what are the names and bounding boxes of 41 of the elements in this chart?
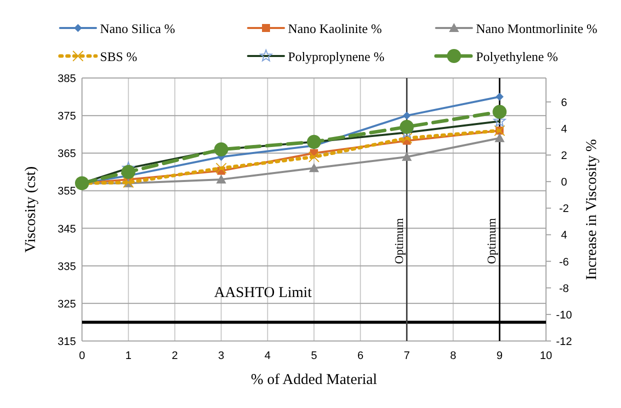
x-tick-label: 8	[450, 350, 456, 362]
x-tick-label: 6	[357, 350, 364, 362]
legend-label: SBS %	[100, 49, 138, 64]
x-tick-label: 5	[310, 350, 318, 362]
x-tick-label: 9	[496, 350, 503, 362]
y2-tick-label: -6	[559, 256, 569, 268]
y-tick-label: 335	[58, 260, 76, 273]
y-tick-label: 325	[58, 298, 76, 310]
legend-label: Polyproplynene %	[288, 49, 385, 64]
ref-line-label: AASHTO Limit	[214, 285, 313, 302]
y2-tick-label: 2	[560, 150, 568, 162]
ref-line-label: Optimum	[392, 217, 406, 264]
x-tick-label: 3	[218, 350, 224, 362]
legend-label: Polyethylene %	[476, 49, 558, 64]
y2-tick-label: -2	[559, 203, 569, 216]
x-tick-label: 1	[125, 350, 132, 362]
x-tick-label: 7	[404, 350, 410, 362]
y-tick-label: 345	[58, 223, 76, 236]
y-tick-label: 315	[58, 336, 76, 348]
legend-label: Nano Silica %	[100, 21, 176, 36]
y-tick-label: 385	[58, 73, 76, 85]
y-tick-label: 355	[58, 186, 76, 198]
y2-tick-label: 6	[560, 96, 568, 109]
y-tick-label: 365	[58, 148, 76, 160]
x-axis-title: % of Added Material	[250, 372, 378, 388]
y-tick-label: 375	[58, 110, 76, 123]
x-tick-label: 2	[172, 350, 178, 362]
y-axis-title: Viscosity (cst)	[23, 166, 39, 253]
x-tick-label: 0	[78, 350, 86, 362]
legend-label: Nano Kaolinite %	[288, 21, 382, 36]
y2-tick-label: -8	[559, 282, 569, 295]
legend-label: Nano Montmorlinite %	[476, 21, 598, 36]
y2-tick-label: -10	[556, 309, 572, 322]
y2-tick-label: 0	[560, 176, 568, 189]
ref-line-label: Optimum	[484, 217, 499, 264]
y2-tick-label: 4	[560, 123, 568, 136]
y2-tick-label: -12	[556, 336, 572, 348]
x-tick-label: 10	[540, 350, 552, 362]
y2-axis-title: Increase in Viscosity %	[584, 139, 600, 280]
x-tick-label: 4	[264, 350, 271, 362]
y2-tick-label: 4	[560, 230, 568, 242]
